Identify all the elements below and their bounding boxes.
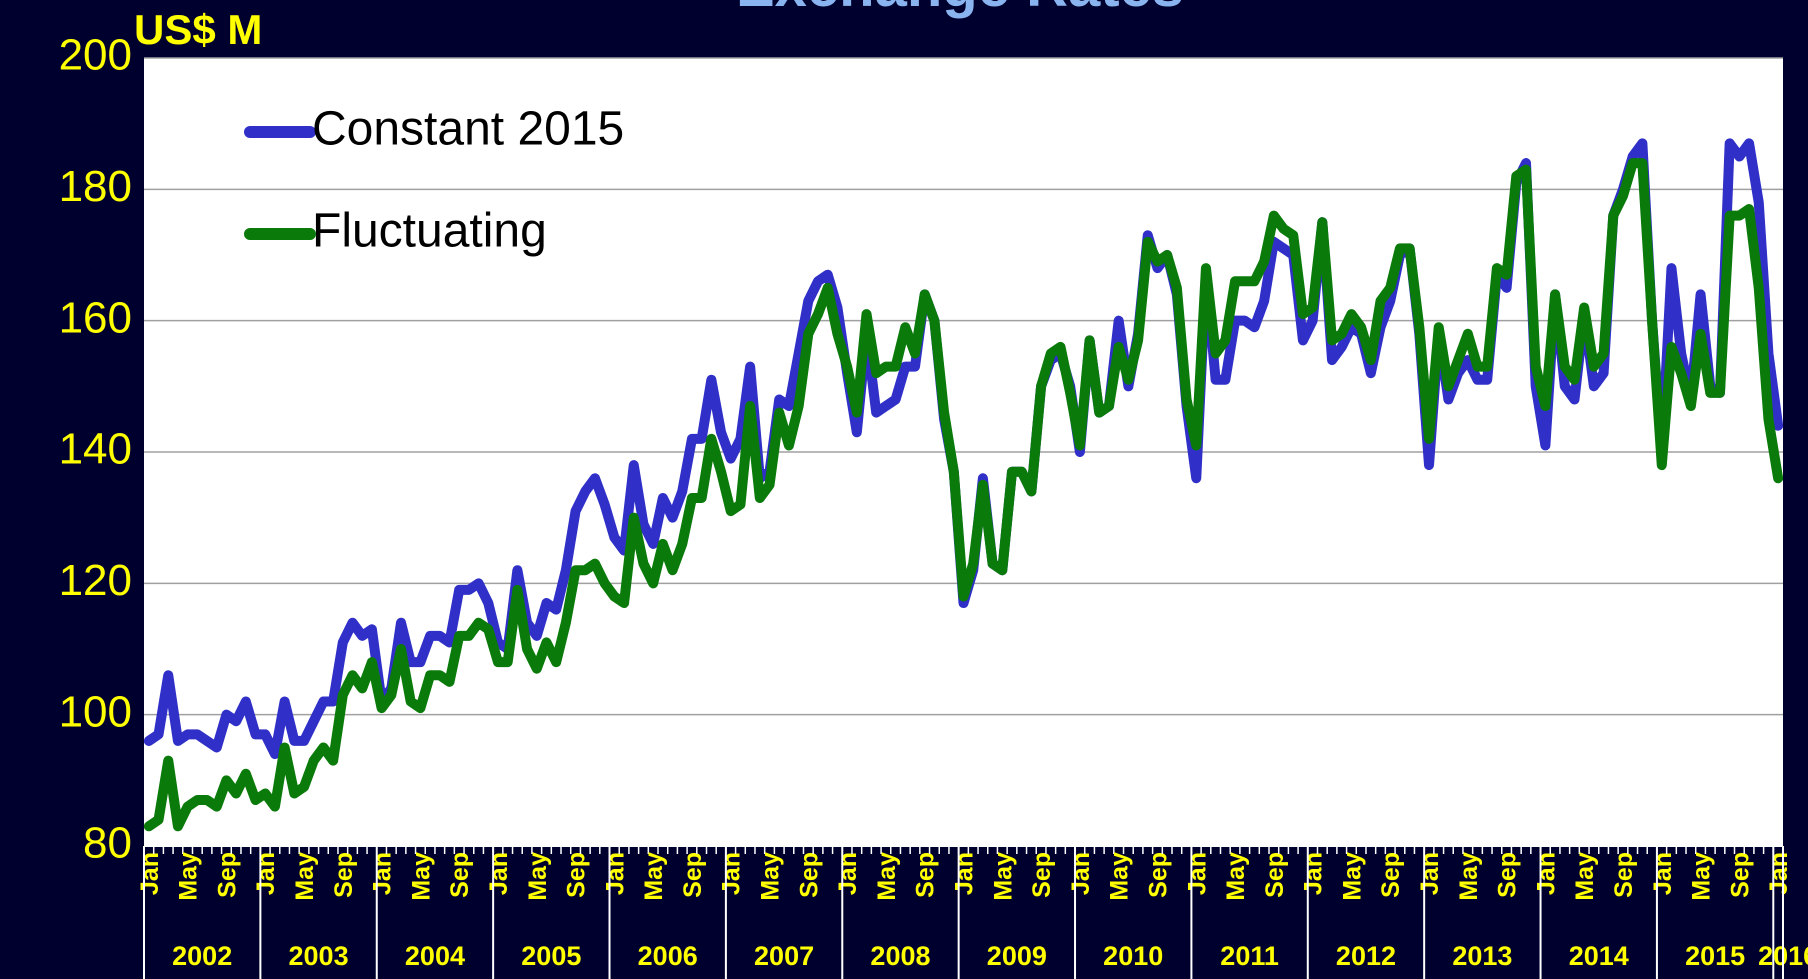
series-line <box>143 158 1784 832</box>
x-tick-label: Sep <box>679 852 707 898</box>
year-label: 2011 <box>1220 941 1279 971</box>
year-label: 2012 <box>1336 941 1396 971</box>
x-tick-label: Jan <box>1067 852 1095 895</box>
x-tick-label: Jan <box>1532 852 1560 895</box>
x-tick-label: May <box>1455 852 1483 901</box>
x-tick-label: Jan <box>951 852 979 895</box>
x-tick-label: Jan <box>718 852 746 895</box>
x-tick-label: Sep <box>1261 852 1289 898</box>
year-label: 2006 <box>638 941 698 971</box>
x-tick-label: Jan <box>1183 852 1211 895</box>
x-tick-label: Jan <box>601 852 629 895</box>
series-line <box>143 138 1784 760</box>
x-tick-label: May <box>873 852 901 901</box>
legend-label: Constant 2015 <box>312 103 624 156</box>
x-tick-label: Sep <box>446 852 474 898</box>
year-label: 2013 <box>1452 941 1512 971</box>
x-tick-label: Sep <box>1028 852 1056 898</box>
y-tick-label: 100 <box>59 687 132 736</box>
x-tick-label: Jan <box>252 852 280 895</box>
x-tick-label: May <box>291 852 319 901</box>
x-tick-label: May <box>1106 852 1134 901</box>
year-label: 2005 <box>521 941 581 971</box>
year-label: 2015 <box>1685 941 1745 971</box>
year-label: 2004 <box>405 941 465 971</box>
x-tick-label: Jan <box>136 852 164 895</box>
y-axis-label: US$ M <box>134 6 262 53</box>
year-label: 2007 <box>754 941 814 971</box>
y-tick-label: 160 <box>59 293 132 342</box>
year-label: 2014 <box>1569 941 1629 971</box>
year-label: 2002 <box>172 941 232 971</box>
x-tick-label: May <box>640 852 668 901</box>
x-tick-label: May <box>524 852 552 901</box>
year-label: 2003 <box>289 941 349 971</box>
y-tick-label: 120 <box>59 556 132 605</box>
x-tick-label: Sep <box>1726 852 1754 898</box>
x-tick-label: Sep <box>912 852 940 898</box>
x-tick-label: Jan <box>1765 852 1793 895</box>
x-tick-label: May <box>1688 852 1716 901</box>
x-tick-label: Sep <box>330 852 358 898</box>
x-tick-label: Jan <box>1416 852 1444 895</box>
y-tick-label: 180 <box>59 162 132 211</box>
x-tick-label: Sep <box>795 852 823 898</box>
x-tick-label: May <box>1338 852 1366 901</box>
x-tick-label: Sep <box>1494 852 1522 898</box>
y-tick-label: 200 <box>59 31 132 80</box>
legend-label: Fluctuating <box>312 205 547 258</box>
x-tick-label: May <box>175 852 203 901</box>
x-tick-label: Sep <box>1377 852 1405 898</box>
year-label: 2009 <box>987 941 1047 971</box>
x-tick-label: Sep <box>213 852 241 898</box>
y-tick-label: 140 <box>59 425 132 474</box>
x-tick-label: Jan <box>1649 852 1677 895</box>
chart-title: Exchange Rates <box>736 0 1184 19</box>
x-tick-label: Jan <box>485 852 513 895</box>
x-tick-label: May <box>757 852 785 901</box>
year-label: 2008 <box>870 941 930 971</box>
x-tick-label: Sep <box>1144 852 1172 898</box>
x-tick-label: Sep <box>563 852 591 898</box>
year-label: 2010 <box>1103 941 1163 971</box>
x-tick-label: Sep <box>1610 852 1638 898</box>
x-tick-label: May <box>1222 852 1250 901</box>
x-tick-label: May <box>407 852 435 901</box>
x-tick-label: Jan <box>369 852 397 895</box>
y-tick-label: 80 <box>83 819 132 868</box>
x-tick-label: May <box>989 852 1017 901</box>
x-tick-label: May <box>1571 852 1599 901</box>
x-tick-label: Jan <box>1300 852 1328 895</box>
x-tick-label: Jan <box>834 852 862 895</box>
